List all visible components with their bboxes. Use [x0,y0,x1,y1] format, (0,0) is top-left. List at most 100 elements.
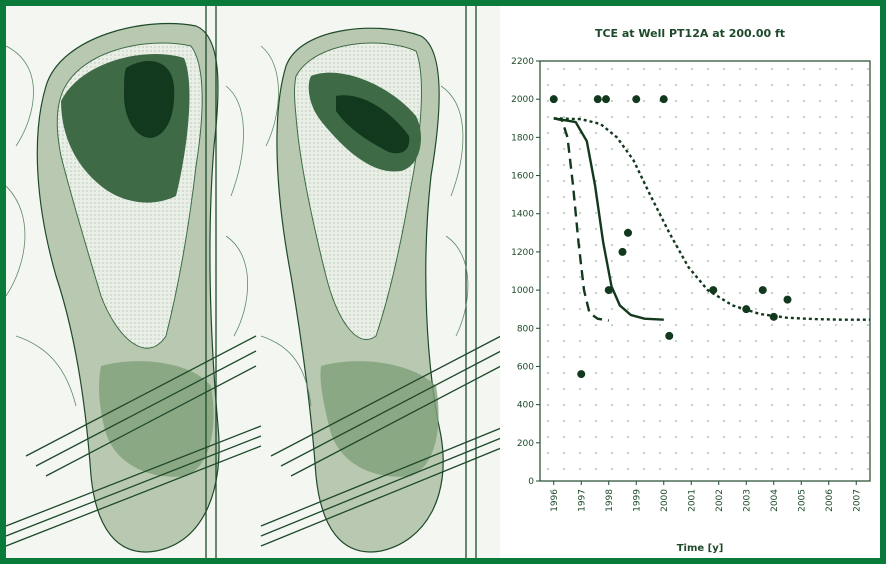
grid-dot [819,132,821,134]
grid-dot [755,308,757,310]
grid-dot [851,420,853,422]
grid-dot [563,388,565,390]
grid-dot [627,212,629,214]
grid-dot [723,116,725,118]
grid-dot [563,420,565,422]
grid-dot [787,340,789,342]
grid-dot [643,276,645,278]
grid-dot [803,388,805,390]
grid-dot [723,212,725,214]
grid-dot [595,84,597,86]
y-tick-label: 2000 [511,95,534,105]
grid-dot [755,260,757,262]
grid-dot [819,436,821,438]
grid-dot [867,420,869,422]
grid-dot [579,308,581,310]
grid-dot [707,260,709,262]
grid-dot [547,196,549,198]
grid-dot [547,372,549,374]
grid-dot [787,276,789,278]
grid-dot [819,212,821,214]
grid-dot [579,420,581,422]
plume-core-zone [336,95,410,154]
grid-dot [627,180,629,182]
grid-dot [563,164,565,166]
grid-dot [819,244,821,246]
grid-dot [547,132,549,134]
grid-dot [819,372,821,374]
grid-dot [707,164,709,166]
grid-dot [643,84,645,86]
grid-dot [835,436,837,438]
grid-dot [643,100,645,102]
grid-dot [787,180,789,182]
grid-dot [771,372,773,374]
grid-dot [579,196,581,198]
grid-dot [691,324,693,326]
grid-dot [755,356,757,358]
grid-dot [611,452,613,454]
grid-dot [851,340,853,342]
grid-dot [563,324,565,326]
grid-dot [659,420,661,422]
grid-dot [659,292,661,294]
y-tick-label: 600 [517,362,534,372]
grid-dot [723,340,725,342]
grid-dot [707,340,709,342]
grid-dot [627,116,629,118]
grid-dot [835,244,837,246]
data-point [602,95,610,104]
grid-dot [723,180,725,182]
y-tick-label: 400 [517,401,534,411]
grid-dot [819,324,821,326]
grid-dot [691,164,693,166]
grid-dot [835,180,837,182]
grid-dot [595,260,597,262]
grid-dot [739,276,741,278]
grid-dot [739,372,741,374]
grid-dot [819,388,821,390]
grid-dot [755,148,757,150]
grid-dot [787,68,789,70]
grid-dot [867,84,869,86]
grid-dot [563,116,565,118]
y-tick-label: 800 [517,324,534,334]
grid-dot [835,420,837,422]
grid-dot [739,324,741,326]
grid-dot [771,148,773,150]
grid-dot [627,308,629,310]
grid-dot [851,404,853,406]
grid-dot [819,68,821,70]
grid-dot [707,468,709,470]
grid-dot [739,68,741,70]
grid-dot [675,292,677,294]
grid-dot [803,340,805,342]
grid-dot [755,228,757,230]
grid-dot [867,436,869,438]
grid-dot [643,436,645,438]
grid-dot [547,276,549,278]
grid-dot [691,132,693,134]
grid-dot [547,260,549,262]
x-axis-label: Time [y] [677,543,724,554]
grid-dot [627,100,629,102]
grid-dot [835,196,837,198]
grid-dot [547,84,549,86]
grid-dot [771,116,773,118]
grid-dot [739,164,741,166]
grid-dot [627,292,629,294]
grid-dot [755,276,757,278]
grid-dot [659,84,661,86]
grid-dot [835,308,837,310]
grid-dot [723,132,725,134]
grid-dot [771,452,773,454]
grid-dot [659,404,661,406]
grid-dot [723,276,725,278]
x-tick-label: 1996 [550,489,560,512]
grid-dot [595,68,597,70]
data-point [632,95,641,104]
grid-dot [691,436,693,438]
grid-dot [691,84,693,86]
grid-dot [755,372,757,374]
grid-dot [723,196,725,198]
